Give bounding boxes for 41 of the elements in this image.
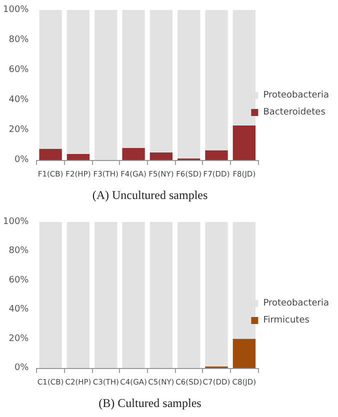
y-tick-label: 40% <box>8 304 30 315</box>
bar <box>94 222 118 368</box>
legend-label: Proteobacteria <box>263 298 330 308</box>
bar <box>39 148 62 160</box>
y-tick-label: 80% <box>8 35 30 45</box>
text: (B) Cultured samples <box>98 396 202 410</box>
y-tick-label: 20% <box>8 125 30 135</box>
bar <box>205 10 228 150</box>
bar <box>122 148 145 160</box>
legend-label: Proteobacteria <box>263 90 330 100</box>
bar <box>66 222 90 368</box>
bar <box>205 150 228 160</box>
bar <box>205 222 228 367</box>
bar <box>232 10 256 126</box>
bar <box>122 10 145 148</box>
y-tick-label: 40% <box>8 95 30 105</box>
bar <box>39 10 62 149</box>
text: (A) Uncultured samples <box>92 188 208 202</box>
y-tick-label: 0% <box>14 363 30 373</box>
y-tick-label: 20% <box>8 334 30 344</box>
bar <box>66 10 90 154</box>
y-tick-label: 100% <box>2 5 30 15</box>
y-tick-label: 0% <box>14 155 30 165</box>
legend-label: Bacteroidetes <box>263 108 326 118</box>
bar <box>232 222 256 339</box>
y-tick-label: 60% <box>8 275 30 286</box>
bar <box>150 152 173 160</box>
bar <box>150 10 173 152</box>
bar <box>39 222 62 368</box>
y-tick-label: 80% <box>8 246 30 256</box>
bar <box>66 154 90 160</box>
bar <box>150 222 173 368</box>
bar <box>178 10 200 158</box>
bar <box>178 222 200 368</box>
bar <box>122 222 145 368</box>
y-tick-label: 100% <box>2 217 30 227</box>
bar <box>232 338 256 368</box>
legend-label: Firmicutes <box>263 316 310 326</box>
y-tick-label: 60% <box>8 65 30 75</box>
bar <box>94 10 118 160</box>
bar <box>232 126 256 160</box>
